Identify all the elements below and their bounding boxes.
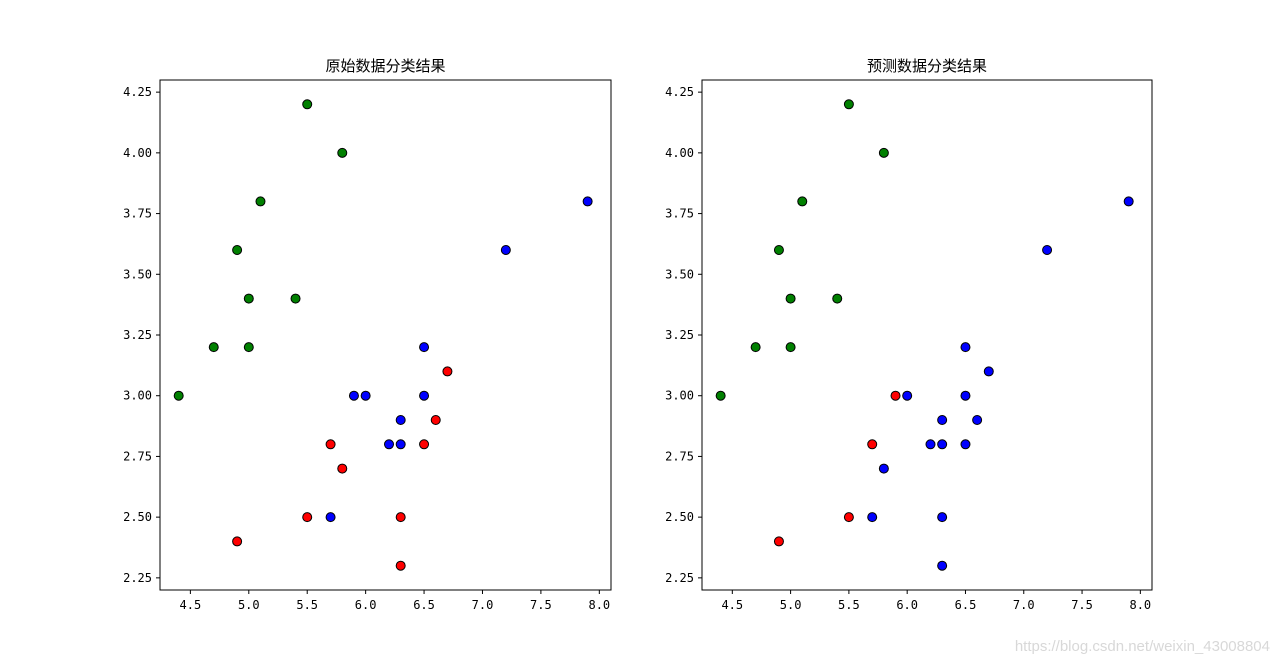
x-tick-label: 6.5 [413,598,435,612]
y-tick-label: 3.25 [123,328,152,342]
data-point [419,342,430,353]
data-point [337,147,348,158]
data-point [785,293,796,304]
y-tick-label: 3.00 [123,389,152,403]
x-tick-label: 8.0 [588,598,610,612]
data-point [960,439,971,450]
data-point [843,512,854,523]
data-point [1042,245,1053,255]
data-point [290,293,301,304]
y-tick-label: 4.25 [665,85,694,99]
x-tick-label: 5.0 [780,598,802,612]
y-tick-label: 2.50 [665,510,694,524]
data-point [867,512,878,523]
data-point [937,560,948,571]
data-point [395,439,406,450]
chart-title: 原始数据分类结果 [325,57,445,75]
y-tick-label: 2.75 [665,449,694,463]
data-point [878,463,889,474]
data-point [395,415,406,425]
data-point [937,439,948,450]
data-point [208,342,219,353]
chart-panel-2: 预测数据分类结果 4.5 5.0 5.5 6.0 6.5 7.0 7.5 8.0 2.25 2.50… [665,57,1153,612]
y-tick-label: 2.75 [123,449,152,463]
data-point [255,196,266,207]
x-tick-label: 6.0 [896,598,918,612]
data-point [937,415,948,425]
chart-title: 预测数据分类结果 [867,57,987,75]
chart-panel-1: 原始数据分类结果 4.5 5.0 5.5 6.0 6.5 7.0 7.5 8.0 2.25 2.50… [123,57,612,612]
data-point [890,390,901,401]
x-tick-label: 4.5 [180,598,202,612]
data-point [360,390,371,401]
data-point [325,439,336,450]
x-tick-label: 7.0 [1013,598,1035,612]
data-point [785,342,796,353]
y-tick-label: 2.25 [123,571,152,585]
watermark: https://blog.csdn.net/weixin_43008804 [1014,638,1270,655]
x-tick-label: 7.0 [472,598,494,612]
plot-frame [701,79,1153,591]
data-point [925,439,936,450]
data-point [243,293,254,304]
data-point [430,415,441,425]
data-point [960,342,971,353]
x-tick-label: 6.5 [955,598,977,612]
data-point [773,536,784,547]
y-tick-label: 2.50 [123,510,152,524]
data-point [395,560,406,571]
y-tick-label: 3.75 [665,207,694,221]
y-tick-label: 4.25 [123,85,152,99]
data-point [937,512,948,523]
y-tick-label: 3.50 [123,267,152,281]
y-tick-label: 4.00 [665,146,694,160]
data-point [867,439,878,450]
data-point [715,390,726,401]
x-tick-label: 5.0 [238,598,260,612]
data-point [773,245,784,255]
data-point [582,196,593,207]
x-tick-label: 7.5 [1071,598,1093,612]
y-tick-label: 2.25 [665,571,694,585]
data-point [972,415,983,425]
data-point [832,293,843,304]
data-point [843,99,854,110]
data-point [419,439,430,450]
data-point [500,245,511,255]
plot-frame [159,79,612,591]
x-tick-label: 8.0 [1129,598,1151,612]
x-tick-label: 6.0 [355,598,377,612]
y-tick-label: 3.00 [665,389,694,403]
data-point [384,439,395,450]
data-point [797,196,808,207]
data-point [348,390,359,401]
y-tick-label: 3.50 [665,267,694,281]
y-tick-label: 4.00 [123,146,152,160]
y-tick-label: 3.75 [123,207,152,221]
data-point [983,366,994,377]
data-point [442,366,453,377]
x-tick-label: 7.5 [530,598,552,612]
data-point [325,512,336,523]
data-point [337,463,348,474]
y-tick-label: 3.25 [665,328,694,342]
data-point [232,536,243,547]
data-point [960,390,971,401]
data-point [302,512,313,523]
data-point [902,390,913,401]
data-point [1123,196,1134,207]
data-point [243,342,254,353]
x-tick-label: 5.5 [838,598,860,612]
data-point [302,99,313,110]
data-point [750,342,761,353]
data-point [232,245,243,255]
data-point [173,390,184,401]
data-point [395,512,406,523]
data-point [878,147,889,158]
data-point [419,390,430,401]
x-tick-label: 4.5 [721,598,743,612]
x-tick-label: 5.5 [296,598,318,612]
